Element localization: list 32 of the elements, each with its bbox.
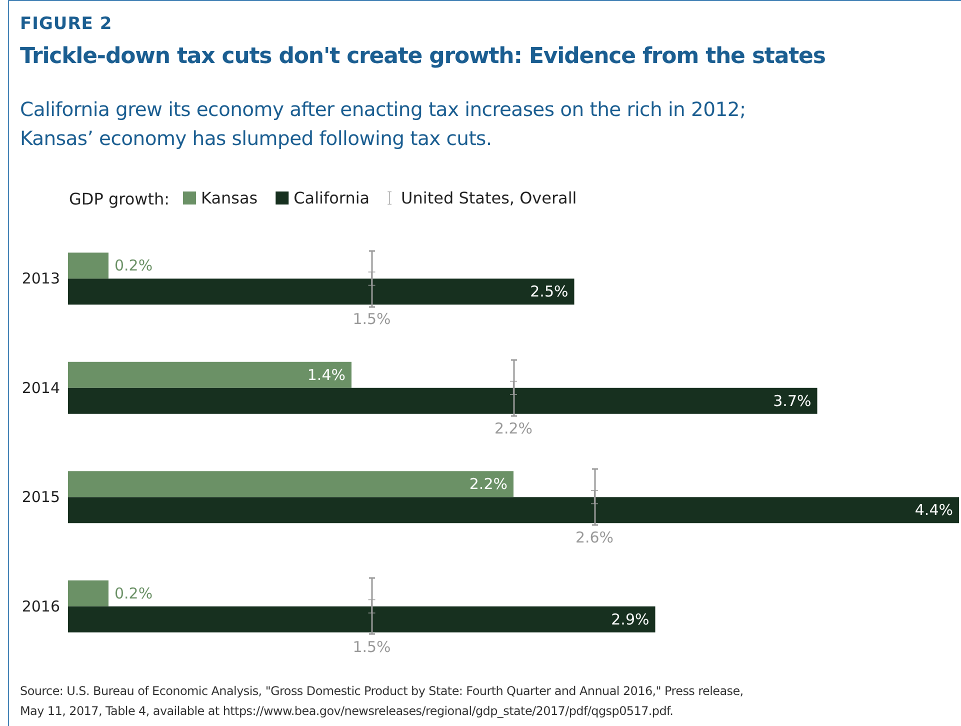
- chart-subtitle: California grew its economy after enacting tax increases on the rich in 2012; Kansas’ economy has slumped following tax cuts.: [20, 97, 746, 152]
- data-label: 3.7%: [773, 392, 812, 410]
- data-label: 1.5%: [352, 310, 391, 328]
- bar: [68, 471, 514, 498]
- bar: [68, 362, 352, 388]
- data-label: 4.4%: [914, 501, 953, 520]
- data-label: 2.2%: [494, 419, 533, 438]
- y-tick-label: 2014: [22, 378, 60, 397]
- bar: [68, 606, 656, 632]
- bar: [68, 278, 574, 305]
- data-label: 0.2%: [114, 256, 153, 275]
- bar: [68, 497, 959, 524]
- chart-title: Trickle-down tax cuts don't create growth: Evidence from the states: [20, 44, 826, 69]
- y-tick-label: 2015: [22, 488, 60, 506]
- data-label: 1.5%: [352, 638, 391, 656]
- data-label: 0.2%: [114, 584, 153, 602]
- legend-label: United States, Overall: [401, 188, 577, 208]
- data-label: 1.4%: [307, 366, 346, 384]
- bar: [68, 388, 818, 414]
- legend-label: Kansas: [201, 188, 258, 208]
- legend-title: GDP growth:: [69, 190, 170, 208]
- data-label: 2.2%: [469, 475, 508, 494]
- y-tick-label: 2013: [22, 270, 60, 288]
- source-note: Source: U.S. Bureau of Economic Analysis, "Gross Domestic Product by State: Fourth Quarter and Annual 2016," Press release, May 11, 2017, Table 4, available at https://www.bea.gov/newsreleases/regional/gdp_state/2017/pdf/qgsp0517.pdf.: [20, 683, 744, 720]
- bar: [68, 580, 108, 606]
- legend-label: California: [294, 188, 370, 208]
- data-label: 2.6%: [575, 528, 614, 547]
- data-label: 2.9%: [611, 610, 650, 628]
- data-label: 2.5%: [530, 282, 568, 301]
- y-tick-label: 2016: [22, 597, 60, 616]
- bar: [68, 252, 108, 279]
- caption: FIGURE 2: [20, 14, 112, 34]
